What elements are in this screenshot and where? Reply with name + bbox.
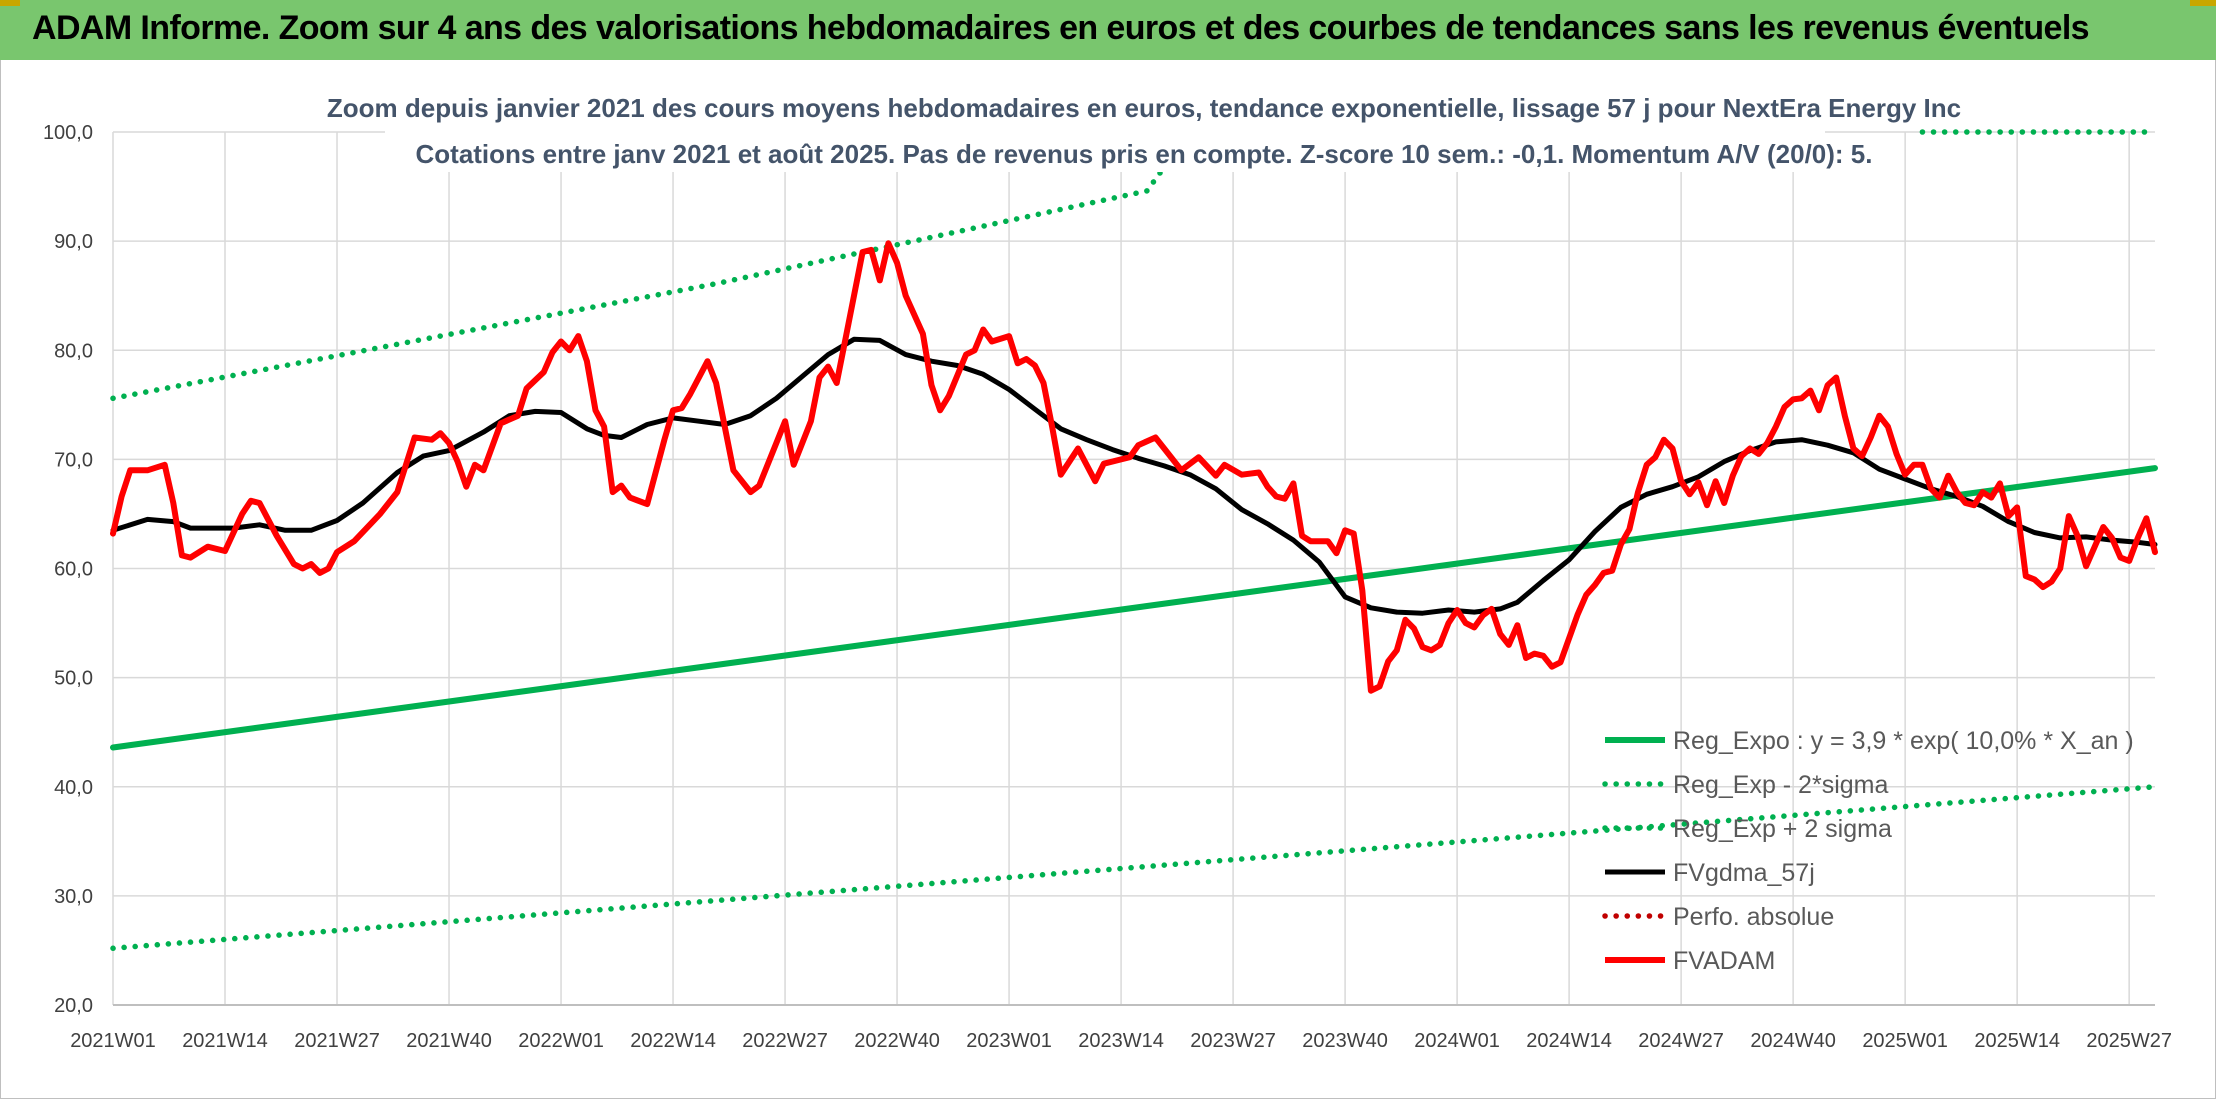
x-tick-label: 2025W01 <box>1862 1030 1948 1052</box>
legend-label-0: Reg_Expo : y = 3,9 * exp( 10,0% * X_an ) <box>1673 727 2134 755</box>
x-tick-label: 2024W40 <box>1750 1030 1836 1052</box>
x-tick-label: 2025W27 <box>2086 1030 2172 1052</box>
x-tick-label: 2024W14 <box>1526 1030 1612 1052</box>
report-title: ADAM Informe. Zoom sur 4 ans des valoris… <box>32 9 2090 47</box>
y-tick-label: 80,0 <box>54 340 93 362</box>
legend-label-2: Reg_Exp + 2 sigma <box>1673 815 1892 843</box>
banner-stripe-right <box>2190 0 2216 6</box>
legend-label-5: FVADAM <box>1673 947 1775 975</box>
chart-title-block: Zoom depuis janvier 2021 des cours moyen… <box>315 87 1961 172</box>
header-banner: ADAM Informe. Zoom sur 4 ans des valoris… <box>0 0 2216 60</box>
series-3-line <box>110 336 2158 616</box>
x-tick-label: 2022W14 <box>630 1030 716 1052</box>
title-backdrop-2 <box>385 130 1825 172</box>
series-1-line <box>110 784 2158 952</box>
title-backdrop-1 <box>315 87 1897 127</box>
legend: Reg_Expo : y = 3,9 * exp( 10,0% * X_an )… <box>1602 727 2134 975</box>
x-tick-label: 2024W27 <box>1638 1030 1724 1052</box>
grid-layer <box>112 131 2155 1006</box>
x-tick-label: 2023W27 <box>1190 1030 1276 1052</box>
chart-title-line-1: Zoom depuis janvier 2021 des cours moyen… <box>327 93 1961 123</box>
y-tick-label: 20,0 <box>54 995 93 1017</box>
chart-title-line-2: Cotations entre janv 2021 et août 2025. … <box>416 139 1873 169</box>
y-tick-label: 70,0 <box>54 449 93 471</box>
x-tick-label: 2025W14 <box>1974 1030 2060 1052</box>
x-tick-label: 2022W01 <box>518 1030 604 1052</box>
y-tick-label: 100,0 <box>43 122 93 144</box>
legend-label-1: Reg_Exp - 2*sigma <box>1673 771 1888 799</box>
axis-layer: 20,0 30,0 40,0 50,0 60,0 70,0 80,0 90,0 100,0 202… <box>43 122 2172 1052</box>
x-tick-label: 2023W14 <box>1078 1030 1164 1052</box>
y-tick-label: 50,0 <box>54 668 93 690</box>
x-tick-label: 2021W01 <box>70 1030 156 1052</box>
legend-label-4: Perfo. absolue <box>1673 903 1834 931</box>
y-tick-label: 90,0 <box>54 231 93 253</box>
series-2-line <box>110 129 1193 402</box>
y-tick-label: 40,0 <box>54 777 93 799</box>
legend-label-3: FVgdma_57j <box>1673 859 1815 887</box>
x-tick-label: 2024W01 <box>1414 1030 1500 1052</box>
banner-stripe-left <box>0 0 20 6</box>
x-tick-label: 2023W01 <box>966 1030 1052 1052</box>
x-tick-label: 2023W40 <box>1302 1030 1388 1052</box>
x-tick-label: 2021W40 <box>406 1030 492 1052</box>
x-tick-label: 2022W40 <box>854 1030 940 1052</box>
series-0-line <box>110 465 2158 751</box>
series-layer <box>110 129 2158 952</box>
series-5-line <box>110 240 2158 694</box>
y-tick-label: 30,0 <box>54 886 93 908</box>
x-tick-label: 2021W14 <box>182 1030 268 1052</box>
x-tick-label: 2021W27 <box>294 1030 380 1052</box>
y-tick-label: 60,0 <box>54 559 93 581</box>
x-tick-label: 2022W27 <box>742 1030 828 1052</box>
